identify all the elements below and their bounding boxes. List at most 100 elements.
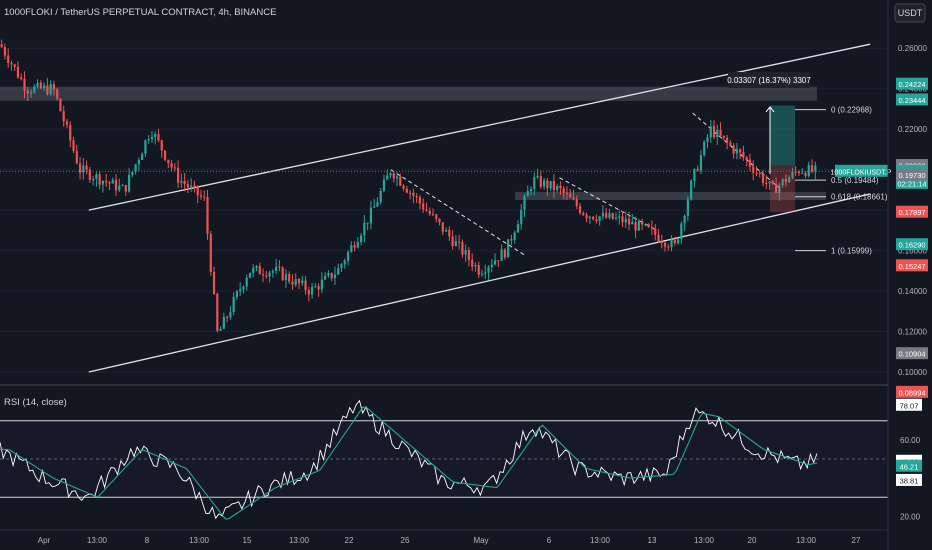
candle-body bbox=[565, 193, 569, 195]
price-tag bbox=[896, 238, 928, 251]
candle-body bbox=[310, 287, 314, 295]
currency-button[interactable] bbox=[894, 3, 926, 23]
candle-body bbox=[814, 165, 817, 172]
candle-body bbox=[271, 270, 274, 273]
price-tag bbox=[896, 77, 928, 90]
candle-body bbox=[399, 176, 402, 186]
candle-body bbox=[614, 217, 618, 219]
candle-body bbox=[232, 297, 235, 313]
candle-body bbox=[775, 183, 778, 194]
candle-body bbox=[641, 220, 644, 225]
candle-body bbox=[546, 180, 549, 189]
price-grid bbox=[0, 47, 888, 373]
candle-body bbox=[291, 281, 294, 285]
price-tag bbox=[896, 93, 928, 106]
candle-body bbox=[180, 180, 183, 183]
candle-body bbox=[647, 224, 650, 227]
price-tag-label: 0.10904 bbox=[898, 350, 925, 359]
target-box[interactable] bbox=[770, 105, 795, 166]
candle-body bbox=[807, 165, 810, 177]
candle-body bbox=[464, 250, 467, 255]
candle-body bbox=[10, 62, 13, 65]
candle-body bbox=[46, 85, 49, 94]
fib-level-label: 0.618 (0.18661) bbox=[831, 193, 888, 202]
candle-body bbox=[36, 82, 39, 87]
candle-body bbox=[359, 235, 363, 243]
time-tick: 22 bbox=[345, 536, 354, 545]
candle-body bbox=[631, 221, 634, 225]
dashed-trendline[interactable] bbox=[559, 177, 658, 231]
candle-body bbox=[418, 197, 422, 204]
candle-body bbox=[415, 195, 418, 198]
resistance-zone bbox=[0, 86, 817, 101]
rsi-value-tag bbox=[896, 398, 922, 411]
candle-body bbox=[163, 150, 167, 160]
candle-body bbox=[618, 216, 621, 218]
candle-body bbox=[690, 180, 693, 200]
price-tag bbox=[896, 385, 928, 398]
candle-body bbox=[497, 260, 500, 262]
rsi-value-tag-label: 38.81 bbox=[900, 476, 919, 485]
price-tag bbox=[896, 347, 928, 360]
measure-label: 0.03307 (16.37%) 3307 bbox=[727, 76, 811, 85]
candle-body bbox=[190, 185, 193, 188]
candle-body bbox=[673, 239, 676, 244]
price-tag bbox=[896, 259, 928, 272]
candle-body bbox=[284, 274, 288, 281]
candle-body bbox=[706, 137, 709, 142]
candle-body bbox=[794, 171, 797, 173]
measure-tool: 0.03307 (16.37%) 3307 bbox=[727, 72, 811, 213]
candle-body bbox=[52, 84, 56, 90]
candle-body bbox=[739, 149, 742, 153]
price-tag-label: 0.15247 bbox=[898, 262, 925, 271]
time-tick: 6 bbox=[547, 536, 552, 545]
candle-body bbox=[268, 272, 271, 277]
time-tick: 13:00 bbox=[694, 536, 715, 545]
candle-body bbox=[337, 268, 340, 275]
channel-upper-line[interactable] bbox=[88, 43, 871, 211]
candle-body bbox=[248, 272, 252, 278]
chart-title: 1000FLOKI / TetherUS PERPETUAL CONTRACT,… bbox=[4, 7, 276, 18]
candle-body bbox=[471, 259, 474, 267]
candle-body bbox=[350, 245, 353, 252]
candle-body bbox=[176, 167, 180, 183]
candle-body bbox=[301, 280, 304, 284]
dashed-trendline[interactable] bbox=[390, 169, 525, 256]
price-tick: 0.12000 bbox=[898, 328, 927, 337]
candle-body bbox=[441, 222, 444, 232]
candle-body bbox=[33, 86, 36, 93]
candle-body bbox=[186, 184, 190, 188]
time-tick: Apr bbox=[38, 536, 51, 545]
measure-arrowhead bbox=[765, 106, 775, 113]
candle-body bbox=[533, 177, 536, 189]
candle-body bbox=[758, 172, 761, 174]
candle-body bbox=[539, 175, 542, 187]
channel-lower-line[interactable] bbox=[88, 193, 871, 373]
candle-body bbox=[167, 159, 170, 164]
candle-body bbox=[3, 47, 7, 56]
candle-body bbox=[513, 232, 516, 240]
candle-body bbox=[598, 216, 601, 221]
candle-body bbox=[722, 135, 725, 138]
candle-body bbox=[755, 172, 758, 174]
candle-body bbox=[62, 111, 65, 122]
candle-body bbox=[556, 185, 559, 191]
candle-body bbox=[592, 216, 595, 220]
price-tick: 0.10000 bbox=[898, 368, 927, 377]
time-axis[interactable]: Apr 13:00 8 13:00 15 13:00 22 26 May 6 13:00 13 13:0… bbox=[0, 529, 888, 545]
candle-body bbox=[222, 316, 225, 329]
candle-body bbox=[281, 267, 284, 281]
time-tick: 13:00 bbox=[189, 536, 210, 545]
candle-body bbox=[363, 222, 366, 236]
candle-body bbox=[523, 196, 526, 210]
candle-body bbox=[216, 293, 219, 331]
candle-body bbox=[229, 312, 232, 318]
candle-body bbox=[333, 274, 337, 279]
candle-body bbox=[131, 171, 134, 176]
candle-body bbox=[373, 206, 376, 208]
price-tag bbox=[896, 205, 928, 218]
stop-box[interactable] bbox=[770, 165, 795, 213]
price-tick: 0.16000 bbox=[898, 247, 927, 256]
